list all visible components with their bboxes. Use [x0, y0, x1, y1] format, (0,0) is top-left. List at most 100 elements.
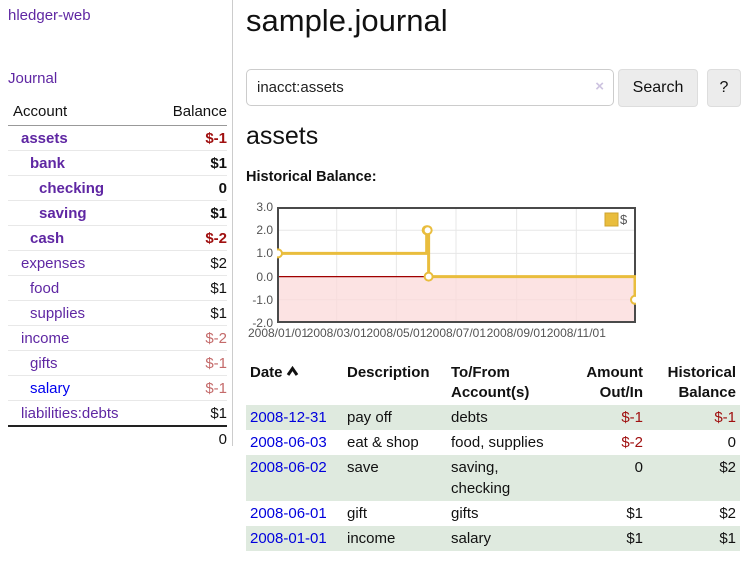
sidebar-item-journal[interactable]: Journal — [8, 70, 58, 87]
account-balance: $1 — [210, 154, 227, 172]
accounts-table-header: Account Balance — [8, 100, 227, 126]
account-row: saving $1 — [8, 201, 227, 226]
transaction-date-link[interactable]: 2008-12-31 — [250, 409, 327, 426]
account-link[interactable]: supplies — [30, 304, 86, 322]
transaction-date-cell: 2008-06-03 — [246, 430, 343, 455]
y-axis-tick-label: 3.0 — [256, 200, 273, 214]
account-balance: $1 — [210, 304, 227, 322]
sort-ascending-icon — [286, 363, 299, 383]
account-link[interactable]: bank — [30, 154, 66, 172]
account-link[interactable]: assets — [21, 129, 68, 147]
transaction-date-cell: 2008-06-01 — [246, 501, 343, 526]
clear-search-icon[interactable]: × — [595, 78, 604, 95]
account-link[interactable]: food — [30, 279, 60, 297]
transaction-accounts-cell: debts — [451, 409, 488, 426]
transaction-row: 2008-01-01 income salary $1 $1 — [246, 526, 740, 551]
column-header-amount: Amount Out/In — [565, 361, 647, 405]
accounts-balance-table: Account Balance assets $-1 bank $1 check… — [8, 100, 227, 451]
search-button[interactable]: Search — [618, 69, 698, 107]
amount-header-line1: Amount — [586, 364, 643, 381]
svg-text:$: $ — [620, 212, 628, 227]
transaction-accounts-cell: gifts — [451, 505, 479, 522]
transaction-accounts-cell: food, supplies — [451, 434, 544, 451]
transaction-balance-cell: $2 — [719, 505, 736, 522]
account-link[interactable]: checking — [39, 179, 105, 197]
accounts-header-line2: Account(s) — [451, 384, 530, 401]
account-row: bank $1 — [8, 151, 227, 176]
y-axis-tick-label: 2.0 — [256, 223, 273, 238]
transaction-row: 2008-06-03 eat & shop food, supplies $-2… — [246, 430, 740, 455]
help-button[interactable]: ? — [707, 69, 741, 107]
amount-header-line2: Out/In — [599, 384, 643, 401]
transaction-balance-cell: 0 — [727, 434, 736, 451]
transaction-row: 2008-06-01 gift gifts $1 $2 — [246, 501, 740, 526]
transaction-date-cell: 2008-12-31 — [246, 405, 343, 430]
x-axis-tick-label: 2008/11/01 — [546, 326, 606, 340]
historical-header-line2: Balance — [678, 384, 736, 401]
transaction-date-link[interactable]: 2008-06-01 — [250, 505, 327, 522]
account-link[interactable]: salary — [30, 379, 71, 397]
column-header-historical-balance: Historical Balance — [647, 361, 740, 405]
account-row: income $-2 — [8, 326, 227, 351]
account-column-header: Account — [13, 103, 68, 120]
x-axis-tick-label: 2008/07/01 — [425, 326, 487, 340]
transaction-date-link[interactable]: 2008-06-03 — [250, 434, 327, 451]
account-balance: $-1 — [205, 129, 227, 147]
account-row: expenses $2 — [8, 251, 227, 276]
account-link[interactable]: cash — [30, 229, 65, 247]
transaction-description-cell: save — [347, 459, 379, 476]
accounts-total-value: 0 — [218, 430, 227, 448]
register-table: Date Description To/From Account(s) Amou… — [246, 361, 740, 551]
transaction-balance-cell: $1 — [719, 530, 736, 547]
search-input[interactable] — [246, 69, 614, 106]
account-balance: 0 — [218, 179, 227, 197]
account-heading: assets — [246, 122, 319, 150]
transaction-amount-cell: $-2 — [621, 434, 643, 451]
balance-column-header: Balance — [172, 103, 227, 120]
account-link[interactable]: income — [21, 329, 70, 347]
transaction-balance-cell: $-1 — [714, 409, 736, 426]
transaction-date-link[interactable]: 2008-06-02 — [250, 459, 327, 476]
transaction-description-cell: pay off — [347, 409, 392, 426]
transaction-description-cell: gift — [347, 505, 368, 522]
transaction-amount-cell: $1 — [626, 505, 643, 522]
account-row: food $1 — [8, 276, 227, 301]
y-axis-tick-label: 1.0 — [256, 246, 273, 261]
transaction-row: 2008-06-02 save saving, checking 0 $2 — [246, 455, 740, 501]
account-link[interactable]: saving — [39, 204, 87, 222]
x-axis-tick-label: 2008/09/01 — [486, 326, 547, 340]
account-row: liabilities:debts $1 — [8, 401, 227, 426]
chart-title: Historical Balance: — [246, 169, 377, 185]
register-header-row: Date Description To/From Account(s) Amou… — [246, 361, 740, 405]
account-balance: $-1 — [205, 379, 227, 397]
transaction-date-link[interactable]: 2008-01-01 — [250, 530, 327, 547]
account-link[interactable]: expenses — [21, 254, 86, 272]
transaction-row: 2008-12-31 pay off debts $-1 $-1 — [246, 405, 740, 430]
account-link[interactable]: gifts — [30, 354, 58, 372]
account-balance: $-2 — [205, 329, 227, 347]
x-axis-tick-label: 2008/03/01 — [306, 326, 367, 340]
x-axis-tick-label: 2008/05/01 — [366, 326, 427, 340]
account-row: gifts $-1 — [8, 351, 227, 376]
sidebar-account-rows: assets $-1 bank $1 checking 0 saving $1 … — [8, 126, 227, 426]
historical-header-line1: Historical — [667, 364, 736, 381]
account-row: checking 0 — [8, 176, 227, 201]
column-header-accounts: To/From Account(s) — [447, 361, 565, 405]
transaction-accounts-cell: salary — [451, 530, 492, 547]
account-balance: $1 — [210, 404, 227, 422]
transaction-date-cell: 2008-01-01 — [246, 526, 343, 551]
transaction-balance-cell: $2 — [719, 459, 736, 476]
date-header-label: Date — [250, 364, 283, 381]
column-header-description: Description — [347, 364, 430, 381]
transaction-description-cell: eat & shop — [347, 434, 419, 451]
transaction-amount-cell: $-1 — [621, 409, 643, 426]
account-link[interactable]: liabilities:debts — [21, 404, 119, 422]
transaction-date-cell: 2008-06-02 — [246, 455, 343, 501]
historical-balance-chart: $ 3.0 2.0 1.0 0.0 -1.0 -2.0 2008/01/01 2008/03/… — [246, 199, 742, 345]
account-balance: $-1 — [205, 354, 227, 372]
column-header-date[interactable]: Date — [246, 361, 343, 405]
app-brand-link[interactable]: hledger-web — [8, 7, 91, 24]
register-rows: 2008-12-31 pay off debts $-1 $-1 2008-06… — [246, 405, 740, 551]
account-balance: $1 — [210, 204, 227, 222]
search-box: × — [246, 69, 614, 106]
